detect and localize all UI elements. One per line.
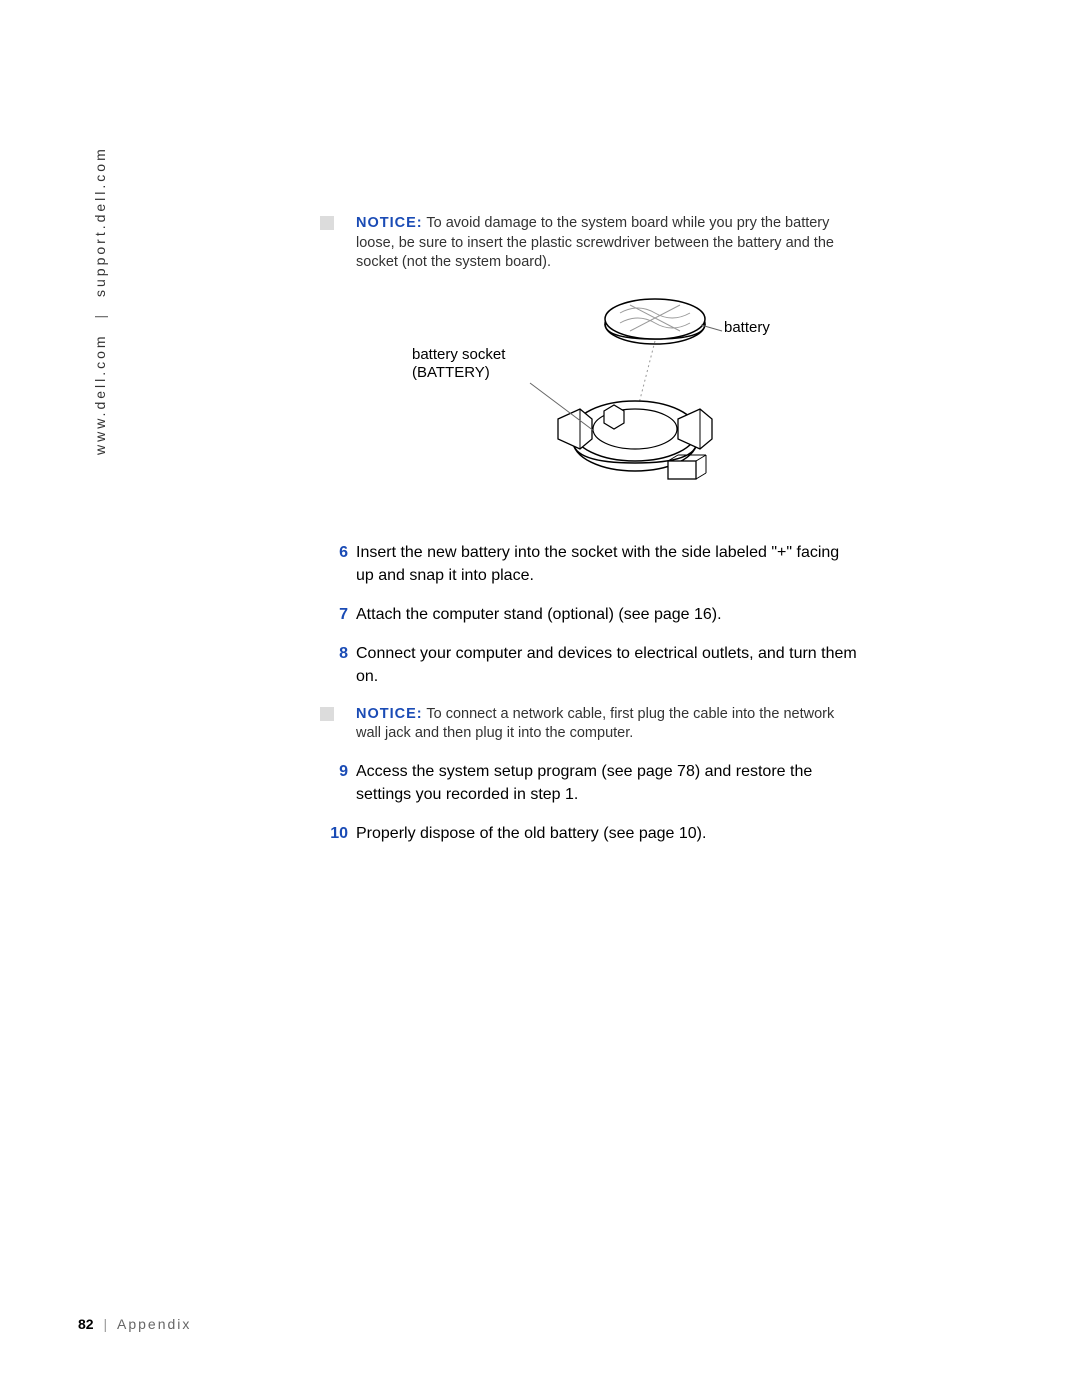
- notice-body-1: To avoid damage to the system board whil…: [356, 215, 834, 270]
- step-6: 6 Insert the new battery into the socket…: [320, 541, 860, 587]
- step-text-9: Access the system setup program (see pag…: [356, 763, 812, 803]
- notice-text-1: NOTICE: To avoid damage to the system bo…: [356, 214, 860, 273]
- footer-page-number: 82: [78, 1316, 94, 1332]
- notice-label-2: NOTICE:: [356, 706, 423, 722]
- step-num-9: 9: [320, 760, 348, 783]
- step-text-7: Attach the computer stand (optional) (se…: [356, 606, 722, 623]
- notice-bullet-icon-2: [320, 707, 334, 721]
- side-url-2: support.dell.com: [92, 146, 108, 297]
- step-text-6: Insert the new battery into the socket w…: [356, 544, 839, 584]
- battery-socket-icon: [558, 401, 712, 479]
- notice-bullet-icon: [320, 216, 334, 230]
- step-7: 7 Attach the computer stand (optional) (…: [320, 603, 860, 626]
- page-footer: 82 | Appendix: [78, 1316, 191, 1332]
- battery-icon: [605, 299, 705, 344]
- page: www.dell.com | support.dell.com NOTICE: …: [0, 0, 1080, 1397]
- side-url-1: www.dell.com: [92, 333, 108, 455]
- side-url-text: www.dell.com | support.dell.com: [92, 146, 108, 455]
- diagram-label-socket-line1: battery socket: [412, 346, 505, 365]
- diagram-label-socket-line2: (BATTERY): [412, 364, 505, 383]
- diagram-label-socket: battery socket (BATTERY): [412, 346, 505, 384]
- diagram-label-battery: battery: [724, 319, 770, 338]
- step-list-2: 9 Access the system setup program (see p…: [320, 760, 860, 846]
- step-num-8: 8: [320, 642, 348, 665]
- notice-text-2: NOTICE: To connect a network cable, firs…: [356, 705, 860, 744]
- content-area: NOTICE: To avoid damage to the system bo…: [320, 214, 860, 861]
- notice-block-1: NOTICE: To avoid damage to the system bo…: [320, 214, 860, 273]
- footer-section-title: Appendix: [117, 1316, 191, 1332]
- footer-separator: |: [103, 1316, 107, 1332]
- step-text-10: Properly dispose of the old battery (see…: [356, 825, 706, 842]
- step-num-6: 6: [320, 541, 348, 564]
- step-9: 9 Access the system setup program (see p…: [320, 760, 860, 806]
- notice-body-2: To connect a network cable, first plug t…: [356, 706, 834, 742]
- step-text-8: Connect your computer and devices to ele…: [356, 645, 857, 685]
- notice-label-1: NOTICE:: [356, 215, 423, 231]
- step-num-10: 10: [320, 822, 348, 845]
- step-8: 8 Connect your computer and devices to e…: [320, 642, 860, 688]
- step-10: 10 Properly dispose of the old battery (…: [320, 822, 860, 845]
- notice-block-2: NOTICE: To connect a network cable, firs…: [320, 705, 860, 744]
- step-list-1: 6 Insert the new battery into the socket…: [320, 541, 860, 689]
- battery-diagram: battery battery socket (BATTERY): [320, 291, 860, 511]
- step-num-7: 7: [320, 603, 348, 626]
- side-url-divider: |: [92, 312, 108, 319]
